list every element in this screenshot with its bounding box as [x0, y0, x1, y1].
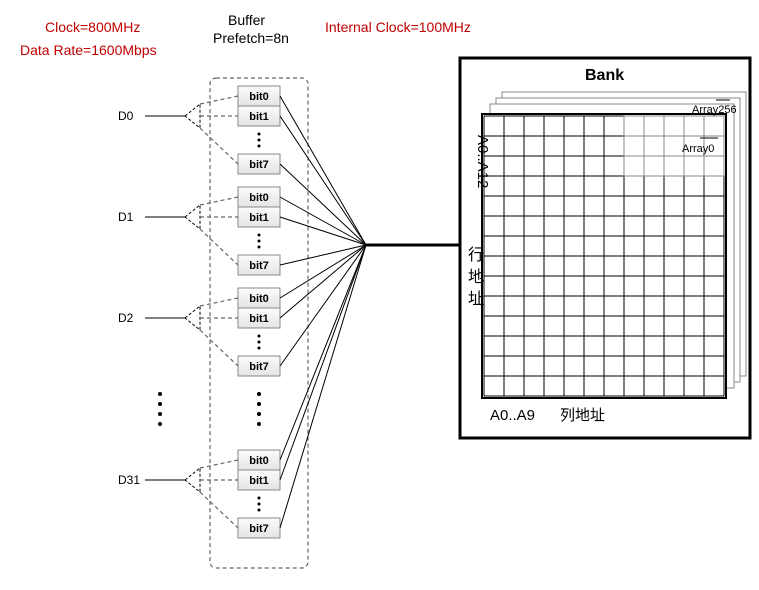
row-addr-zh: 行地址	[468, 246, 484, 308]
fan-lines	[280, 96, 366, 528]
svg-text:bit0: bit0	[249, 455, 269, 467]
svg-text:D2: D2	[118, 311, 134, 325]
svg-text:bit1: bit1	[249, 111, 269, 123]
memory-grid	[482, 114, 726, 398]
array0-label: Array0	[682, 143, 714, 155]
svg-text:行: 行	[468, 246, 484, 264]
bit-groups: bit0 bit1 bit7 bit0 bit1 bit7 bit0 bit1 bit7 bit0…	[238, 86, 280, 538]
clock-label: Clock=800MHz	[45, 19, 140, 35]
svg-text:A0..A12: A0..A12	[474, 135, 491, 188]
svg-text:bit7: bit7	[249, 361, 269, 373]
prefetch-label: Prefetch=8n	[213, 30, 289, 46]
svg-text:bit7: bit7	[249, 260, 269, 272]
buffer-label: Buffer	[228, 12, 265, 28]
col-addr-zh: 列地址	[560, 407, 605, 424]
row-addr-range: A0..A12	[474, 135, 491, 188]
svg-text:bit1: bit1	[249, 212, 269, 224]
array256-label: Array256	[692, 104, 737, 116]
svg-text:D31: D31	[118, 473, 140, 487]
internal-clock-label: Internal Clock=100MHz	[325, 19, 471, 35]
svg-text:D1: D1	[118, 210, 134, 224]
bank-title: Bank	[585, 67, 624, 84]
svg-text:bit7: bit7	[249, 523, 269, 535]
svg-text:bit0: bit0	[249, 293, 269, 305]
svg-text:bit0: bit0	[249, 192, 269, 204]
svg-text:D0: D0	[118, 109, 134, 123]
col-addr-range: A0..A9	[490, 407, 535, 424]
data-rate-label: Data Rate=1600Mbps	[20, 42, 157, 58]
svg-text:bit7: bit7	[249, 159, 269, 171]
svg-text:bit1: bit1	[249, 475, 269, 487]
svg-text:bit1: bit1	[249, 313, 269, 325]
d-lines: D0 D1 D2 D31	[118, 96, 238, 528]
svg-text:地: 地	[468, 268, 484, 286]
svg-text:址: 址	[468, 290, 484, 308]
svg-text:bit0: bit0	[249, 91, 269, 103]
